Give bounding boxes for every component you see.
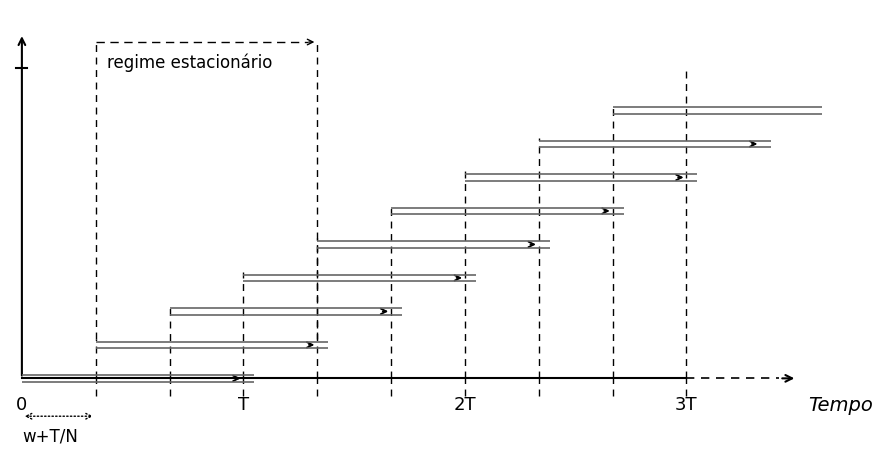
Text: 3T: 3T	[675, 396, 698, 414]
Text: regime estacionário: regime estacionário	[107, 53, 272, 72]
Text: 0: 0	[16, 396, 27, 414]
Text: Tempo: Tempo	[808, 396, 873, 415]
Text: T: T	[238, 396, 249, 414]
Text: 2T: 2T	[454, 396, 477, 414]
Text: w+T/N: w+T/N	[22, 428, 78, 446]
